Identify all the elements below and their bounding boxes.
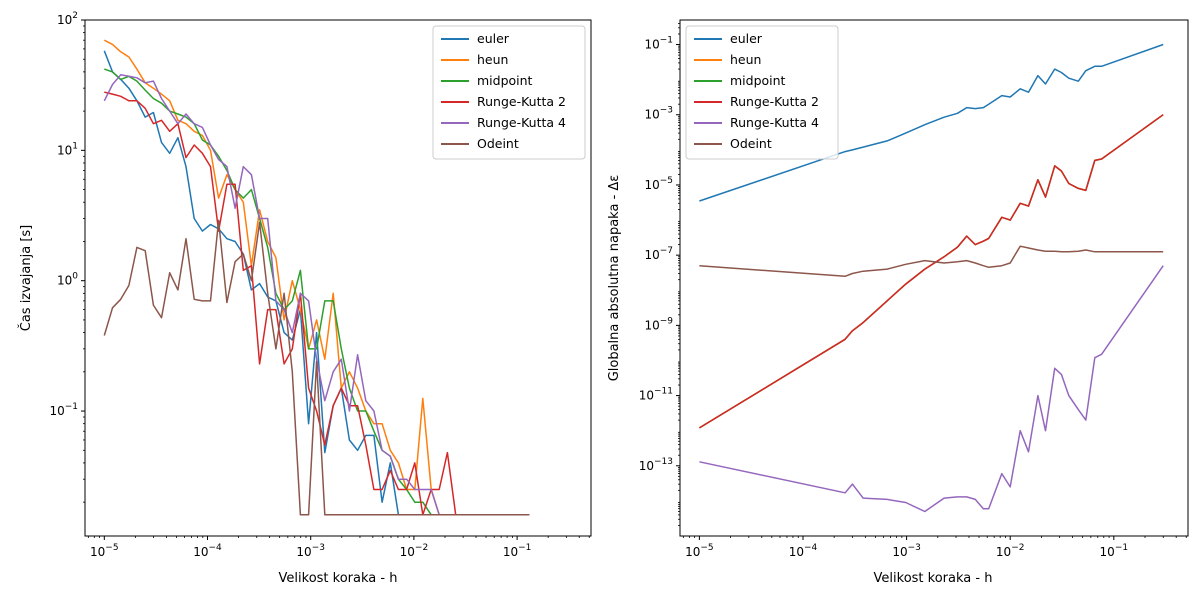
left-legend: euler heun midpoint Runge-Kutta 2 Runge-Kutt…: [432, 25, 586, 160]
left-legend-box: [432, 25, 586, 160]
right-series-line-odeint: [699, 245, 1164, 278]
right-x-tick-label: 10−2: [996, 543, 1025, 559]
left-legend-label: Runge-Kutta 2: [477, 94, 566, 109]
left-y-tick-label: 10−1: [49, 402, 78, 418]
left-plot-area: [103, 39, 530, 516]
left-series-line-odeint: [103, 219, 530, 516]
left-legend-label: euler: [477, 31, 510, 46]
right-y-tick-label: 10−9: [644, 316, 673, 332]
right-series-line-runge-kutta-2: [699, 114, 1164, 429]
right-series-line-runge-kutta-4: [699, 265, 1164, 513]
left-y-tick-label: 101: [57, 141, 78, 157]
right-y-tick-label: 10−11: [639, 387, 673, 403]
right-chart-global-error: 10−5 10−4 10−3 10−2 10−1 10−13 10−11 10−9 10−7 10…: [607, 19, 1189, 586]
left-ticks: 10−5 10−4 10−3 10−2 10−1 10−1 100 101 102: [49, 11, 590, 559]
right-x-tick-label: 10−5: [685, 543, 714, 559]
right-y-tick-label: 10−7: [644, 246, 673, 262]
left-x-tick-label: 10−3: [296, 543, 325, 559]
left-y-tick-label: 102: [57, 11, 78, 27]
right-y-tick-label: 10−1: [644, 36, 673, 52]
right-legend-label: euler: [730, 31, 763, 46]
right-y-tick-label: 10−13: [639, 457, 673, 473]
left-y-tick-label: 100: [57, 272, 78, 288]
right-axes-frame: [679, 19, 1189, 537]
right-y-tick-label: 10−5: [644, 176, 673, 192]
right-legend-label: Runge-Kutta 4: [730, 115, 819, 130]
right-legend-label: Odeint: [730, 136, 772, 151]
right-x-tick-label: 10−1: [1100, 543, 1129, 559]
left-legend-label: midpoint: [477, 73, 533, 88]
left-chart-execution-time: 10−5 10−4 10−3 10−2 10−1 10−1 100 101 102 euler h…: [18, 11, 592, 586]
right-x-tick-label: 10−4: [789, 543, 818, 559]
left-x-tick-label: 10−1: [503, 543, 532, 559]
left-legend-label: Runge-Kutta 4: [477, 115, 566, 130]
right-legend-label: heun: [730, 52, 761, 67]
right-y-tick-label: 10−3: [644, 106, 673, 122]
right-ticks: 10−5 10−4 10−3 10−2 10−1 10−13 10−11 10−9 10−7 10…: [639, 23, 1187, 559]
right-plot-area: [699, 43, 1164, 513]
left-x-axis-label: Velikost koraka - h: [279, 571, 398, 586]
left-y-axis-label: Čas izvajanja [s]: [18, 225, 34, 332]
right-x-tick-label: 10−3: [892, 543, 921, 559]
left-x-tick-label: 10−4: [193, 543, 222, 559]
right-legend-label: Runge-Kutta 2: [730, 94, 819, 109]
left-legend-label: heun: [477, 52, 508, 67]
left-x-tick-label: 10−5: [90, 543, 119, 559]
right-x-axis-label: Velikost koraka - h: [874, 571, 993, 586]
right-y-axis-label: Globalna absolutna napaka - Δε: [607, 175, 622, 382]
right-legend-box: [685, 25, 839, 160]
left-axes-frame: [84, 19, 592, 537]
right-legend-label: midpoint: [730, 73, 786, 88]
left-legend-label: Odeint: [477, 136, 519, 151]
left-x-tick-label: 10−2: [400, 543, 429, 559]
right-series-line-euler: [699, 43, 1164, 202]
right-legend: euler heun midpoint Runge-Kutta 2 Runge-Kutt…: [685, 25, 839, 160]
